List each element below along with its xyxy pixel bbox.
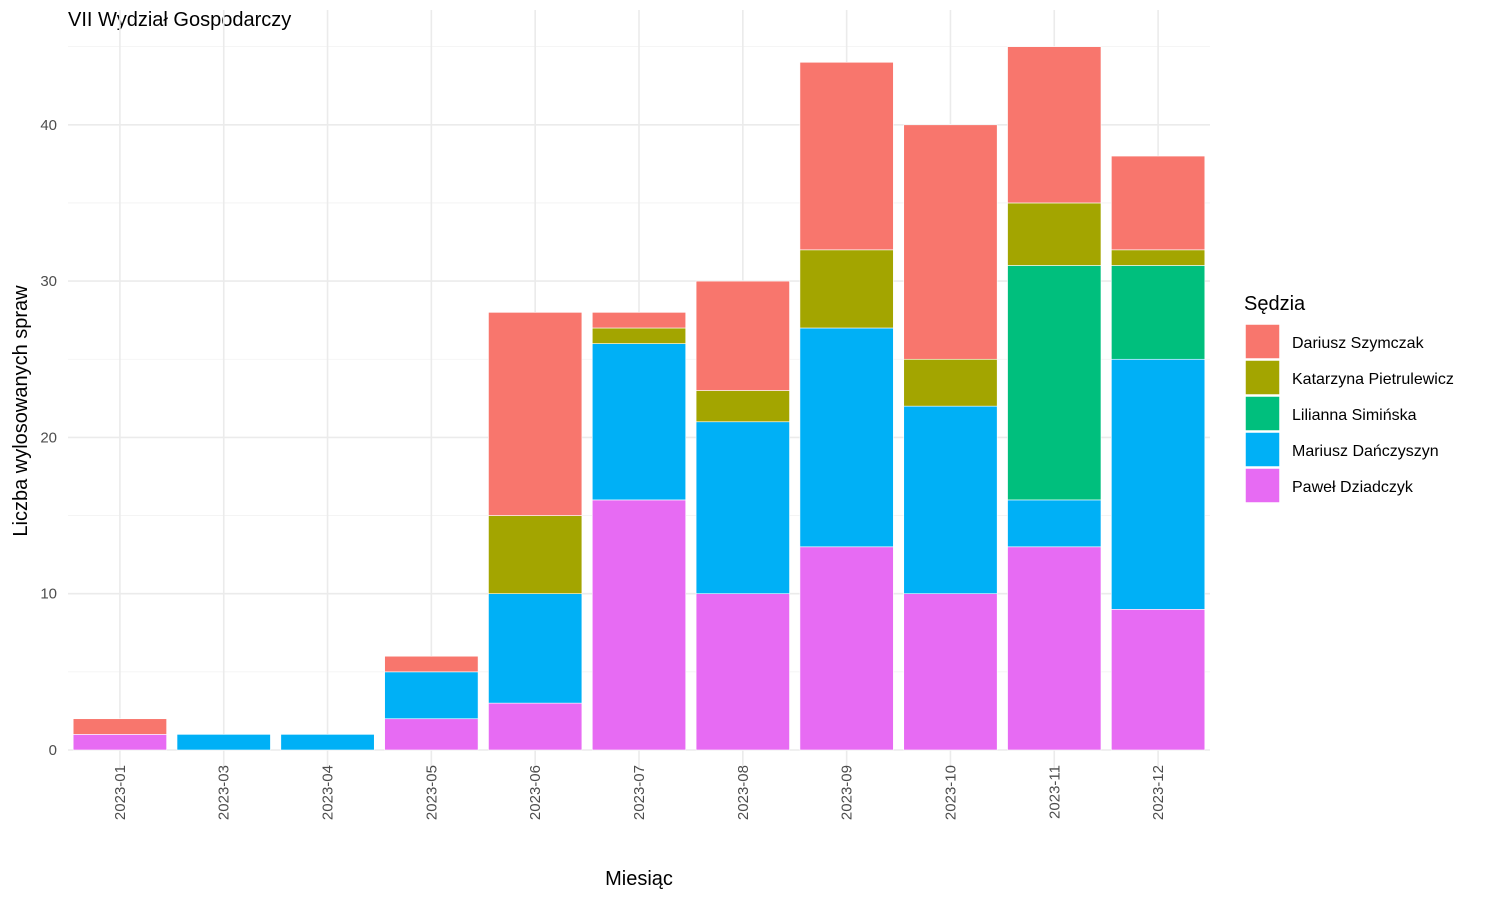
x-axis-ticks: 2023-01 2023-03 2023-04 2023-05 2023-06 2023-… (112, 765, 1167, 820)
bars (72, 46, 1206, 751)
x-tick-label: 2023-11 (1046, 765, 1063, 819)
x-tick-label: 2023-09 (839, 765, 856, 820)
bar-dariusz-szymczak-2023-01 (72, 718, 167, 735)
legend-label-mariusz-danczyszyn: Mariusz Dańczyszyn (1292, 443, 1439, 460)
legend-swatch-katarzyna-pietrulewicz (1244, 359, 1281, 396)
bar-dariusz-szymczak-2023-12 (1111, 155, 1206, 251)
bar-dariusz-szymczak-2023-08 (695, 280, 790, 391)
bar-pawel-dziadczyk-2023-08 (695, 593, 790, 751)
x-tick-label: 2023-01 (112, 765, 129, 820)
y-axis-title: Liczba wylosowanych spraw (10, 285, 32, 537)
bar-mariusz-danczyszyn-2023-09 (799, 327, 894, 548)
bar-mariusz-danczyszyn-2023-03 (176, 734, 271, 751)
bar-pawel-dziadczyk-2023-09 (799, 546, 894, 751)
legend-items: Dariusz Szymczak Katarzyna Pietrulewicz Li… (1244, 323, 1454, 504)
legend-label-katarzyna-pietrulewicz: Katarzyna Pietrulewicz (1292, 371, 1454, 388)
bar-katarzyna-pietrulewicz-2023-09 (799, 249, 894, 329)
x-tick-label: 2023-08 (735, 765, 752, 820)
legend-swatch-mariusz-danczyszyn (1244, 431, 1281, 468)
legend-label-lilianna-siminska: Lilianna Simińska (1292, 407, 1417, 424)
bar-katarzyna-pietrulewicz-2023-10 (903, 358, 998, 407)
bar-mariusz-danczyszyn-2023-04 (280, 734, 375, 751)
x-tick-label: 2023-12 (1150, 765, 1167, 820)
y-tick-label: 40 (40, 117, 57, 134)
bar-mariusz-danczyszyn-2023-11 (1007, 499, 1102, 548)
bar-dariusz-szymczak-2023-05 (384, 655, 479, 673)
bar-dariusz-szymczak-2023-07 (591, 312, 687, 329)
legend-label-dariusz-szymczak: Dariusz Szymczak (1292, 335, 1425, 352)
bar-dariusz-szymczak-2023-06 (488, 312, 583, 516)
bar-katarzyna-pietrulewicz-2023-11 (1007, 202, 1102, 266)
y-tick-label: 20 (40, 429, 57, 446)
x-tick-label: 2023-05 (423, 765, 440, 820)
bar-pawel-dziadczyk-2023-01 (72, 734, 167, 751)
bar-lilianna-siminska-2023-11 (1007, 265, 1102, 501)
legend-swatch-pawel-dziadczyk (1244, 467, 1281, 504)
bar-mariusz-danczyszyn-2023-10 (903, 405, 998, 595)
x-tick-label: 2023-10 (942, 765, 959, 820)
bar-mariusz-danczyszyn-2023-06 (488, 593, 583, 704)
bar-dariusz-szymczak-2023-10 (903, 124, 998, 360)
bar-katarzyna-pietrulewicz-2023-07 (591, 327, 687, 344)
bar-mariusz-danczyszyn-2023-12 (1111, 358, 1206, 610)
bar-pawel-dziadczyk-2023-06 (488, 702, 583, 751)
bar-katarzyna-pietrulewicz-2023-06 (488, 515, 583, 594)
bar-dariusz-szymczak-2023-09 (799, 61, 894, 251)
chart-title: VII Wydział Gospodarczy (68, 9, 291, 31)
bar-mariusz-danczyszyn-2023-07 (591, 343, 687, 501)
x-tick-label: 2023-07 (631, 765, 648, 820)
bar-pawel-dziadczyk-2023-05 (384, 718, 479, 751)
x-axis-title: Miesiąc (605, 868, 673, 890)
legend-swatch-lilianna-siminska (1244, 395, 1281, 432)
bar-mariusz-danczyszyn-2023-08 (695, 421, 790, 594)
x-tick-label: 2023-06 (527, 765, 544, 820)
x-tick-label: 2023-03 (216, 765, 233, 820)
y-axis-ticks: 0 10 20 30 40 (40, 117, 57, 759)
bar-dariusz-szymczak-2023-11 (1007, 46, 1102, 204)
x-tick-label: 2023-04 (320, 765, 337, 820)
bar-katarzyna-pietrulewicz-2023-12 (1111, 249, 1206, 266)
y-tick-label: 10 (40, 586, 57, 603)
legend-title: Sędzia (1244, 293, 1306, 315)
bar-lilianna-siminska-2023-12 (1111, 265, 1206, 360)
legend-label-pawel-dziadczyk: Paweł Dziadczyk (1292, 479, 1414, 496)
bar-pawel-dziadczyk-2023-07 (591, 499, 687, 751)
bar-katarzyna-pietrulewicz-2023-08 (695, 390, 790, 423)
bar-pawel-dziadczyk-2023-10 (903, 593, 998, 751)
legend: Sędzia Dariusz Szymczak Katarzyna Pietrul… (1244, 293, 1454, 504)
y-tick-label: 30 (40, 273, 57, 290)
bar-pawel-dziadczyk-2023-11 (1007, 546, 1102, 751)
legend-swatch-dariusz-szymczak (1244, 323, 1281, 360)
y-tick-label: 0 (49, 742, 57, 759)
bar-mariusz-danczyszyn-2023-05 (384, 671, 479, 720)
bar-pawel-dziadczyk-2023-12 (1111, 609, 1206, 751)
